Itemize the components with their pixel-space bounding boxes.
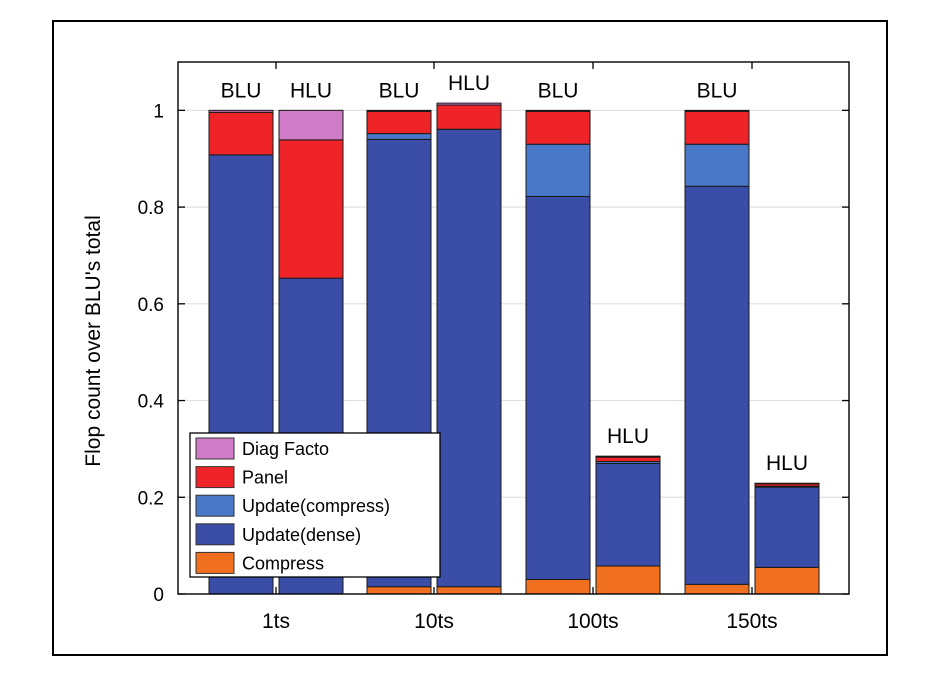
y-tick-label: 0.2 — [138, 488, 164, 509]
bar-label: BLU — [538, 79, 579, 102]
legend-label: Diag Facto — [242, 439, 329, 459]
bar-segment-compress — [684, 583, 750, 595]
bar-segment-diag-facto — [278, 109, 344, 141]
figure-frame — [52, 20, 888, 656]
bar-segment-compress — [754, 566, 820, 595]
bar-segment-diag-facto — [684, 109, 750, 112]
bar-segment-compress — [436, 586, 502, 595]
y-tick-label: 0 — [153, 585, 164, 606]
legend-swatch-panel — [195, 466, 235, 489]
legend-swatch-compress — [195, 551, 235, 574]
bar-segment-panel — [366, 110, 432, 135]
y-axis-label: Flop count over BLU's total — [82, 215, 105, 466]
bar-label: HLU — [448, 72, 490, 95]
legend-swatch-update-compress — [195, 494, 235, 517]
x-tick-label: 10ts — [414, 610, 454, 633]
y-tick-label: 0.4 — [138, 392, 165, 413]
legend-label: Panel — [242, 468, 288, 488]
y-tick-label: 0.6 — [138, 295, 164, 316]
axes — [177, 61, 850, 595]
x-tick-labels: 1ts 10ts 100ts 150ts — [262, 610, 778, 633]
bar-label: HLU — [290, 79, 332, 102]
bar-segment-update-dense — [525, 195, 591, 580]
y-tick-labels: 0 0.2 0.4 0.6 0.8 1 — [138, 101, 165, 606]
bar-segment-update-dense — [595, 462, 661, 567]
bar-segment-compress — [525, 578, 591, 595]
legend-swatch-diag-facto — [195, 437, 235, 460]
bar-segment-diag-facto — [366, 109, 432, 112]
bar-segment-update-dense — [684, 185, 750, 585]
bar-labels: BLU HLU BLU HLU BLU HLU BLU HLU — [221, 72, 808, 475]
bar-segment-diag-facto — [436, 102, 502, 106]
bar-segment-diag-facto — [595, 455, 661, 458]
legend-label: Update(dense) — [242, 525, 361, 545]
bar-segment-panel — [436, 104, 502, 130]
y-tick-label: 0.8 — [138, 198, 164, 219]
bar-segment-compress — [595, 565, 661, 595]
y-tick-label: 1 — [153, 101, 164, 122]
bar-label: BLU — [379, 79, 420, 102]
bar-label: HLU — [607, 425, 649, 448]
bar-label: BLU — [697, 79, 738, 102]
bar-label: BLU — [221, 79, 262, 102]
legend-label: Compress — [242, 553, 324, 573]
x-tick-label: 100ts — [567, 610, 618, 633]
x-tick-label: 1ts — [262, 610, 290, 633]
bar-segment-diag-facto — [525, 109, 591, 112]
bar-segment-update-compress — [684, 143, 750, 187]
bar-segment-update-dense — [436, 128, 502, 588]
bar-segment-panel — [525, 110, 591, 145]
bar-segment-diag-facto — [208, 109, 274, 113]
legend-swatch-update-dense — [195, 523, 235, 546]
axes-box — [177, 61, 850, 595]
bar-segment-update-dense — [754, 486, 820, 568]
bar-label: HLU — [766, 452, 808, 475]
bar-segment-panel — [595, 456, 661, 462]
bar-segment-compress — [366, 586, 432, 595]
x-tick-label: 150ts — [726, 610, 777, 633]
legend: Diag Facto Panel Update(compress) Update(de… — [189, 432, 441, 578]
bar-segment-update-compress — [366, 133, 432, 140]
bar-segment-panel — [278, 139, 344, 279]
bar-segment-panel — [208, 111, 274, 156]
bar-segment-update-compress — [525, 143, 591, 197]
legend-label: Update(compress) — [242, 496, 390, 516]
bar-segment-panel — [684, 110, 750, 145]
